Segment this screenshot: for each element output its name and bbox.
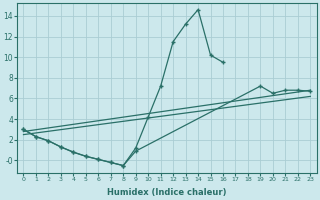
X-axis label: Humidex (Indice chaleur): Humidex (Indice chaleur) <box>107 188 227 197</box>
